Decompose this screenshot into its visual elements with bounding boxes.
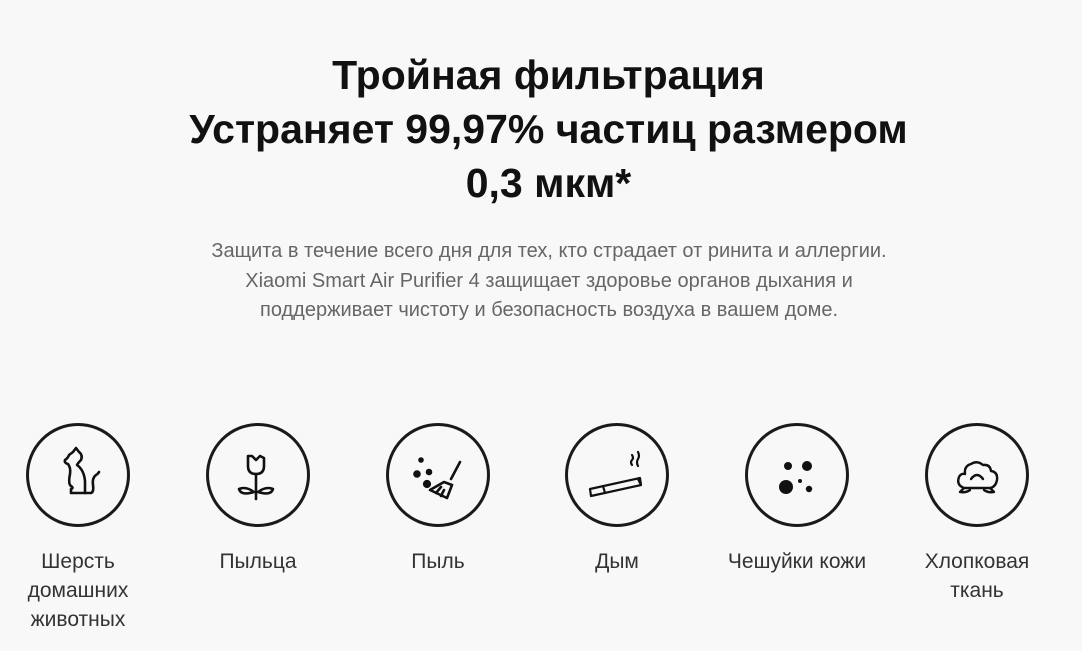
feature-pollen: Пыльца [168, 423, 348, 576]
feature-skin-flakes: Чешуйки кожи [707, 423, 887, 576]
feature-label: Пыльца [219, 550, 297, 573]
feature-label: Дым [595, 550, 639, 573]
section-title: Тройная фильтрация Устраняет 99,97% част… [0, 48, 1082, 210]
feature-label: Чешуйки кожи [727, 550, 867, 573]
feature-smoke: Дым [527, 423, 707, 576]
feature-dust: Пыль [348, 423, 528, 576]
feature-cotton: Хлопковая ткань [887, 423, 1067, 605]
title-line-2: Устраняет 99,97% частиц размером [189, 106, 908, 152]
section-description: Защита в течение всего дня для тех, кто … [211, 240, 887, 321]
cigarette-icon [565, 423, 669, 527]
particles-icon [745, 423, 849, 527]
feature-label: Пыль [411, 550, 465, 573]
cat-icon [26, 423, 130, 527]
tulip-icon [206, 423, 310, 527]
feature-label: Хлопковая ткань [924, 550, 1030, 602]
title-line-3: 0,3 мкм* [465, 160, 632, 206]
feature-pet-hair: Шерсть домашних животных [0, 423, 168, 634]
broom-dust-icon [386, 423, 490, 527]
title-line-1: Тройная фильтрация [332, 52, 765, 98]
cotton-icon [925, 423, 1029, 527]
feature-label: Шерсть домашних животных [27, 550, 129, 631]
